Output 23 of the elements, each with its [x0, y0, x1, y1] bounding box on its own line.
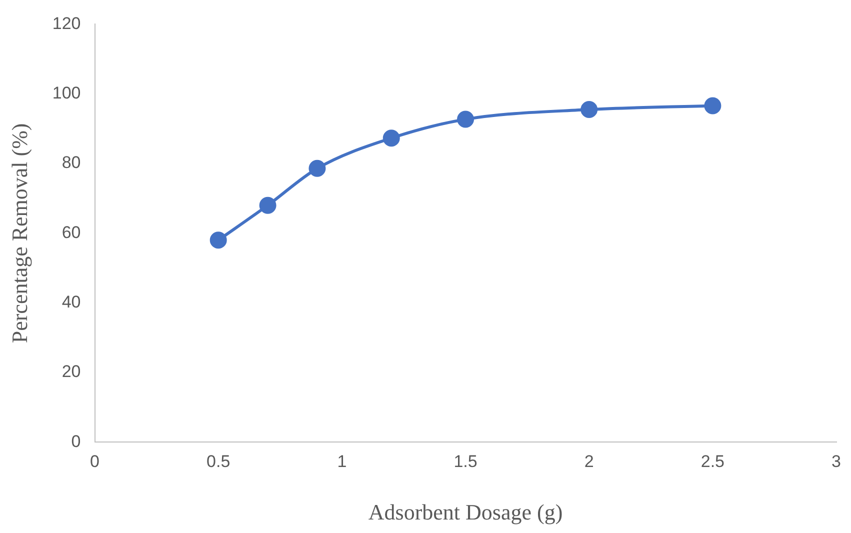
x-tick-label: 0 [90, 452, 100, 472]
y-tick-label: 60 [62, 222, 81, 242]
x-axis-title: Adsorbent Dosage (g) [368, 500, 563, 525]
point [210, 232, 227, 249]
y-tick-label: 120 [52, 14, 81, 33]
x-tick-label: 0.5 [206, 452, 230, 472]
y-axis-title: Percentage Removal (%) [6, 123, 32, 344]
point [382, 130, 400, 147]
point [580, 101, 598, 118]
x-tick-label: 2.5 [700, 452, 725, 472]
y-tick-label: 0 [71, 432, 81, 451]
point [704, 97, 722, 114]
point [308, 160, 326, 177]
y-tick-label: 100 [52, 84, 81, 103]
x-tick-label: 1.5 [454, 452, 478, 472]
y-tick-label: 40 [62, 292, 81, 312]
y-tick-label: 80 [62, 153, 81, 172]
point [259, 196, 276, 214]
y-tick-label: 20 [62, 362, 81, 382]
x-tick-label: 3 [832, 452, 842, 472]
x-tick-label: 1 [337, 452, 347, 472]
x-tick-label: 2 [584, 452, 594, 472]
point [457, 110, 474, 128]
